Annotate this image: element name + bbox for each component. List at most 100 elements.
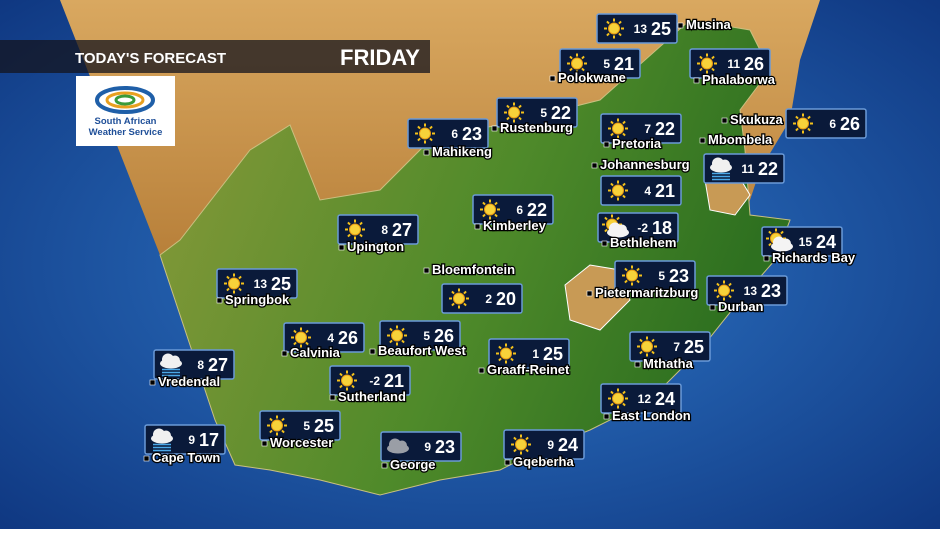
sun-ray: [651, 338, 655, 343]
min-temp: 5: [658, 269, 665, 283]
sun: [608, 22, 620, 35]
sun-ray: [610, 182, 614, 187]
min-temp: 7: [644, 122, 651, 136]
min-temp: 8: [197, 358, 204, 372]
city-name: East London: [612, 408, 691, 423]
max-temp: 18: [652, 218, 672, 238]
city-name: Johannesburg: [600, 157, 690, 172]
city-marker: [423, 149, 430, 156]
sun-ray: [610, 390, 614, 395]
sun-ray: [716, 282, 720, 287]
sun: [271, 419, 283, 432]
city-name: Beaufort West: [378, 343, 467, 358]
sun-ray: [636, 279, 640, 284]
city: 11 22 Mbombela: [699, 131, 785, 184]
sun-ray: [622, 402, 626, 407]
sun-ray: [518, 116, 522, 121]
city-name: Phalaborwa: [702, 72, 776, 87]
city-name: Springbok: [225, 292, 290, 307]
sun-ray: [351, 384, 355, 389]
sun-ray: [429, 125, 433, 130]
sun-ray: [429, 137, 433, 142]
sun-ray: [463, 290, 467, 295]
forecast-box: [441, 283, 523, 314]
forecast-box: [407, 118, 489, 149]
min-temp: 5: [423, 329, 430, 343]
sun-ray: [525, 436, 529, 441]
city-marker: [603, 413, 610, 420]
max-temp: 25: [271, 274, 291, 294]
sun-ray: [281, 417, 285, 422]
max-temp: 23: [462, 124, 482, 144]
sun-ray: [569, 55, 573, 60]
min-temp: 7: [673, 340, 680, 354]
city-name: George: [390, 457, 436, 472]
max-temp: 25: [314, 416, 334, 436]
city-marker: [601, 240, 608, 247]
sun-ray: [513, 448, 517, 453]
sun-ray: [401, 339, 405, 344]
sun-ray: [269, 417, 273, 422]
sun: [453, 292, 465, 305]
city-name: Bethlehem: [610, 235, 676, 250]
cloud: [781, 238, 791, 249]
forecast-box: [706, 275, 788, 306]
max-temp: 17: [199, 430, 219, 450]
sun-ray: [728, 294, 732, 299]
city-name: Cape Town: [152, 450, 220, 465]
sun-ray: [795, 115, 799, 120]
city-marker: [549, 75, 556, 82]
sun-ray: [622, 182, 626, 187]
city: 13 25 Musina: [596, 13, 733, 44]
forecast-box: [629, 331, 711, 362]
sun-ray: [351, 372, 355, 377]
city-marker: [149, 379, 156, 386]
lesotho: [564, 264, 631, 331]
sun-ray: [305, 341, 309, 346]
sun-ray: [768, 242, 772, 247]
cloud: [161, 430, 171, 441]
sun: [391, 329, 403, 342]
sun-ray: [347, 221, 351, 226]
city-name: Mahikeng: [432, 144, 492, 159]
min-temp: 5: [303, 419, 310, 433]
forecast-box: [329, 365, 411, 396]
min-temp: 9: [424, 440, 431, 454]
max-temp: 24: [655, 389, 675, 409]
city-name: Mthatha: [643, 356, 694, 371]
city: 2 20 Bloemfontein: [423, 261, 523, 314]
forecast-box: [496, 97, 578, 128]
city-marker: [591, 162, 598, 169]
min-temp: 11: [727, 57, 740, 71]
city-name: Durban: [718, 299, 764, 314]
min-temp: 9: [188, 433, 195, 447]
sun: [718, 284, 730, 297]
max-temp: 25: [543, 344, 563, 364]
sun: [508, 106, 520, 119]
city-marker: [586, 290, 593, 297]
city-marker: [693, 77, 700, 84]
forecast-box: [600, 383, 682, 414]
city-marker: [261, 440, 268, 447]
sun: [612, 392, 624, 405]
sun: [612, 122, 624, 135]
min-temp: 1: [532, 347, 539, 361]
city-name: Worcester: [270, 435, 333, 450]
city-marker: [423, 267, 430, 274]
city-marker: [709, 304, 716, 311]
sun-ray: [807, 115, 811, 120]
city-marker: [699, 137, 706, 144]
sun-ray: [510, 357, 514, 362]
forecast-box: [283, 322, 365, 353]
sun-ray: [451, 290, 455, 295]
min-temp: 4: [644, 184, 651, 198]
sun-ray: [622, 194, 626, 199]
forecast-box: [785, 108, 867, 139]
sun-ray: [506, 104, 510, 109]
